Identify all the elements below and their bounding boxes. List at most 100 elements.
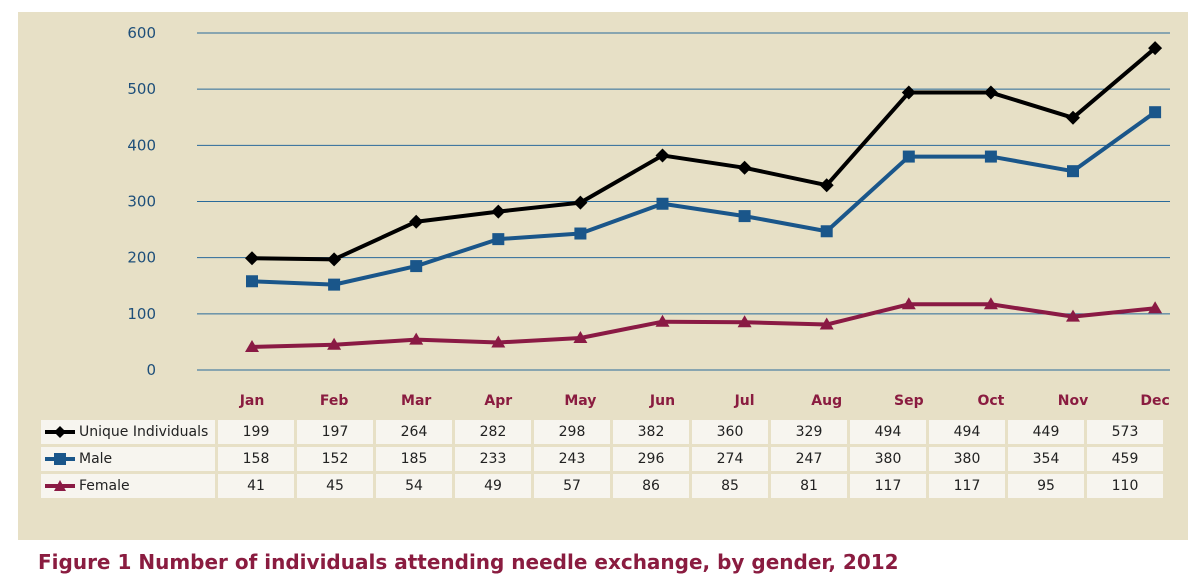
unique-individuals-point bbox=[901, 85, 916, 100]
female-point bbox=[409, 332, 424, 345]
x-tick-label: Jan bbox=[239, 393, 265, 409]
female-point bbox=[245, 339, 259, 352]
table-cell: 54 bbox=[373, 471, 455, 501]
series-name: Unique Individuals bbox=[79, 424, 209, 440]
table-cell: 247 bbox=[768, 444, 850, 474]
female-point bbox=[655, 314, 670, 327]
table-row: Male 158 152 185 233 243 296 274 247 380 380 354 459 bbox=[38, 444, 1166, 474]
male-point bbox=[738, 210, 751, 223]
table-cell: 380 bbox=[926, 444, 1008, 474]
x-tick-label: May bbox=[564, 393, 596, 409]
table-cell: 57 bbox=[531, 471, 613, 501]
x-tick-label: Sep bbox=[894, 393, 924, 409]
unique-individuals-point bbox=[655, 148, 670, 163]
x-tick-label: Nov bbox=[1058, 393, 1088, 409]
female-point bbox=[901, 297, 916, 310]
table-cell: 117 bbox=[847, 471, 929, 501]
table-row: Female 41 45 54 49 57 86 85 81 117 117 95 110 bbox=[38, 471, 1166, 501]
male-point bbox=[246, 275, 258, 288]
y-tick-label: 0 bbox=[146, 361, 156, 379]
unique-individuals-point bbox=[327, 252, 342, 267]
table-cell: 41 bbox=[215, 471, 297, 501]
female-point bbox=[737, 315, 752, 328]
x-tick-label: Mar bbox=[401, 393, 431, 409]
table-cell: 95 bbox=[1005, 471, 1087, 501]
series-name: Male bbox=[79, 451, 113, 467]
y-tick-label: 300 bbox=[127, 193, 156, 211]
male-point bbox=[820, 225, 833, 238]
data-table: Unique Individuals 199 197 264 282 298 382 360 3… bbox=[38, 417, 1166, 501]
x-tick-label: Dec bbox=[1140, 393, 1169, 409]
table-cell: 494 bbox=[847, 417, 929, 447]
table-cell: 110 bbox=[1084, 471, 1166, 501]
male-point bbox=[656, 197, 669, 210]
figure-caption: Figure 1 Number of individuals attending… bbox=[38, 550, 899, 574]
female-point bbox=[983, 297, 998, 310]
unique-individuals-point bbox=[737, 160, 752, 175]
table-cell: 296 bbox=[610, 444, 692, 474]
male-point bbox=[492, 233, 505, 246]
female-point bbox=[1066, 309, 1080, 322]
legend-triangle-icon bbox=[45, 480, 75, 491]
female-point bbox=[491, 335, 506, 348]
female-line bbox=[251, 302, 1156, 349]
table-cell: 459 bbox=[1084, 444, 1166, 474]
table-cell: 494 bbox=[926, 417, 1008, 447]
unique-individuals-point bbox=[491, 204, 506, 219]
y-tick-label: 600 bbox=[127, 24, 156, 42]
table-cell: 573 bbox=[1084, 417, 1166, 447]
table-cell: 185 bbox=[373, 444, 455, 474]
table-cell: 360 bbox=[689, 417, 771, 447]
female-point bbox=[1148, 301, 1163, 314]
male-point bbox=[328, 278, 341, 291]
male-line bbox=[251, 110, 1157, 287]
table-cell: 329 bbox=[768, 417, 850, 447]
x-tick-label: Jun bbox=[649, 393, 675, 409]
female-point bbox=[327, 337, 342, 350]
legend-square-icon bbox=[45, 453, 75, 465]
unique-individuals-line bbox=[251, 46, 1157, 262]
table-cell: 45 bbox=[294, 471, 376, 501]
male-point bbox=[984, 150, 997, 163]
female-point bbox=[573, 330, 588, 343]
series-label: Female bbox=[38, 471, 218, 501]
series-label: Unique Individuals bbox=[38, 417, 218, 447]
x-tick-label: Aug bbox=[811, 393, 842, 409]
table-cell: 152 bbox=[294, 444, 376, 474]
table-cell: 243 bbox=[531, 444, 613, 474]
table-cell: 117 bbox=[926, 471, 1008, 501]
table-cell: 382 bbox=[610, 417, 692, 447]
x-tick-label: Feb bbox=[320, 393, 349, 409]
table-cell: 49 bbox=[452, 471, 534, 501]
x-tick-label: Oct bbox=[977, 393, 1004, 409]
unique-individuals-point bbox=[819, 178, 834, 193]
unique-individuals-point bbox=[573, 195, 588, 210]
table-cell: 298 bbox=[531, 417, 613, 447]
male-point bbox=[902, 150, 915, 163]
unique-individuals-point bbox=[1066, 110, 1080, 125]
unique-individuals-point bbox=[983, 85, 998, 100]
y-tick-label: 500 bbox=[127, 80, 156, 98]
male-point bbox=[1149, 106, 1162, 119]
unique-individuals-point bbox=[1148, 41, 1163, 56]
y-tick-label: 200 bbox=[127, 249, 156, 267]
y-tick-label: 400 bbox=[127, 136, 156, 154]
line-chart: 0 100 200 300 400 500 600 Jan Feb Mar Apr May Jun Jul… bbox=[127, 24, 1170, 409]
female-point bbox=[819, 317, 834, 330]
table-cell: 233 bbox=[452, 444, 534, 474]
table-cell: 264 bbox=[373, 417, 455, 447]
table-cell: 86 bbox=[610, 471, 692, 501]
x-tick-label: Apr bbox=[484, 393, 512, 409]
table-cell: 282 bbox=[452, 417, 534, 447]
table-cell: 449 bbox=[1005, 417, 1087, 447]
series-name: Female bbox=[79, 478, 130, 494]
table-cell: 85 bbox=[689, 471, 771, 501]
series-label: Male bbox=[38, 444, 218, 474]
table-cell: 81 bbox=[768, 471, 850, 501]
table-cell: 197 bbox=[294, 417, 376, 447]
table-cell: 274 bbox=[689, 444, 771, 474]
table-cell: 158 bbox=[215, 444, 297, 474]
table-cell: 354 bbox=[1005, 444, 1087, 474]
unique-individuals-point bbox=[409, 214, 424, 229]
table-cell: 380 bbox=[847, 444, 929, 474]
